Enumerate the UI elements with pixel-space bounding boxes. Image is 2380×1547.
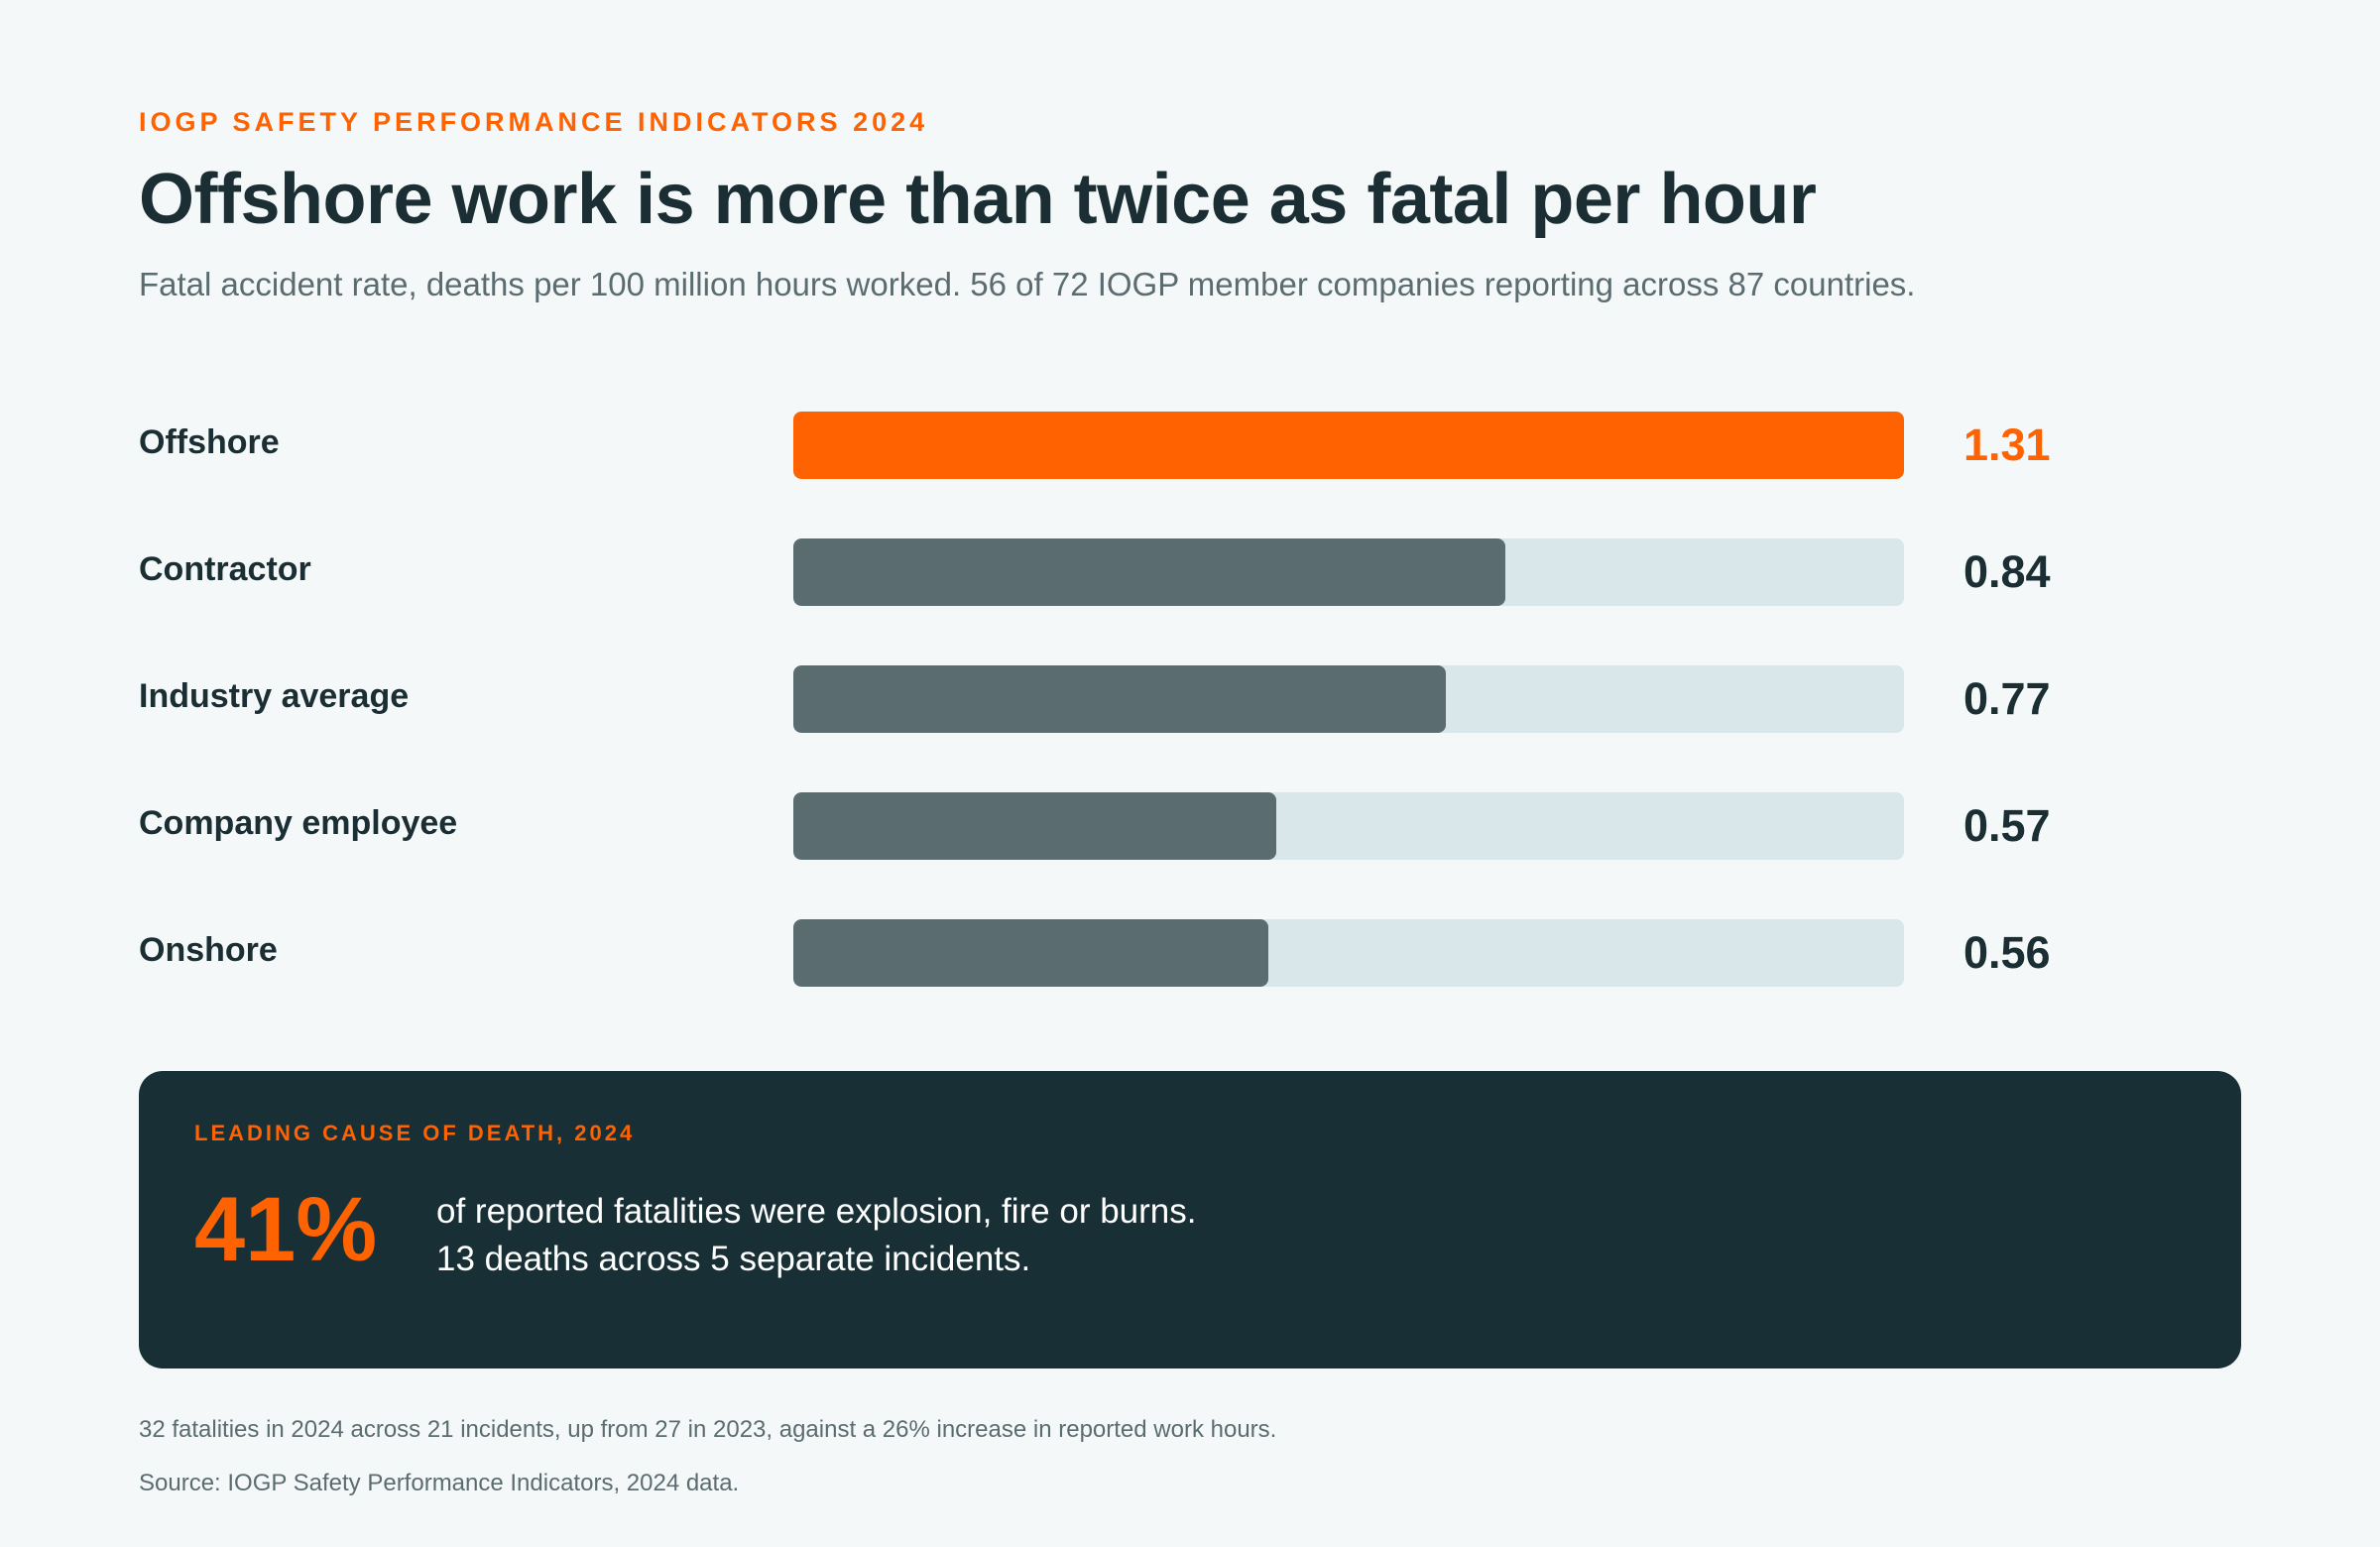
bar-track [793, 538, 1904, 606]
bar-row: Offshore 1.31 [139, 412, 2241, 479]
bar-value-label: 0.77 [1964, 673, 2051, 724]
bar-category-label: Offshore [139, 423, 280, 461]
callout-description: of reported fatalities were explosion, f… [436, 1188, 1197, 1283]
bar-category-label: Onshore [139, 931, 278, 969]
bar-row: Contractor 0.84 [139, 538, 2241, 606]
bar [793, 665, 1446, 733]
bar-category-label: Industry average [139, 677, 410, 715]
infographic: IOGP SAFETY PERFORMANCE INDICATORS 2024 … [139, 0, 2241, 1547]
callout-eyebrow: LEADING CAUSE OF DEATH, 2024 [194, 1121, 636, 1145]
bar-chart: Offshore 1.31 Contractor 0.84 Industry avera… [139, 412, 2241, 997]
bar [793, 538, 1505, 606]
bar-value-label: 0.84 [1964, 546, 2051, 597]
bar-category-label: Company employee [139, 804, 458, 842]
eyebrow-label: IOGP SAFETY PERFORMANCE INDICATORS 2024 [139, 107, 929, 137]
bar [793, 412, 1904, 479]
bar [793, 792, 1276, 860]
callout-line-1: of reported fatalities were explosion, f… [436, 1192, 1197, 1231]
source-note: Source: IOGP Safety Performance Indicato… [139, 1470, 740, 1496]
bar-track [793, 919, 1904, 987]
bar [793, 919, 1268, 987]
bar-row: Company employee 0.57 [139, 792, 2241, 860]
callout-line-2: 13 deaths across 5 separate incidents. [436, 1240, 1031, 1278]
callout-percentage: 41% [194, 1179, 378, 1280]
bar-category-label: Contractor [139, 550, 311, 588]
bar-value-label: 1.31 [1964, 419, 2051, 470]
bar-track [793, 792, 1904, 860]
page-subtitle: Fatal accident rate, deaths per 100 mill… [139, 266, 1916, 302]
bar-track [793, 665, 1904, 733]
bar-row: Onshore 0.56 [139, 919, 2241, 987]
page-title: Offshore work is more than twice as fata… [139, 160, 1817, 239]
bar-value-label: 0.56 [1964, 927, 2051, 978]
footnote: 32 fatalities in 2024 across 21 incident… [139, 1416, 1277, 1443]
bar-value-label: 0.57 [1964, 800, 2051, 851]
bar-row: Industry average 0.77 [139, 665, 2241, 733]
bar-track [793, 412, 1904, 479]
callout-panel: LEADING CAUSE OF DEATH, 2024 41% of repo… [139, 1071, 2241, 1368]
